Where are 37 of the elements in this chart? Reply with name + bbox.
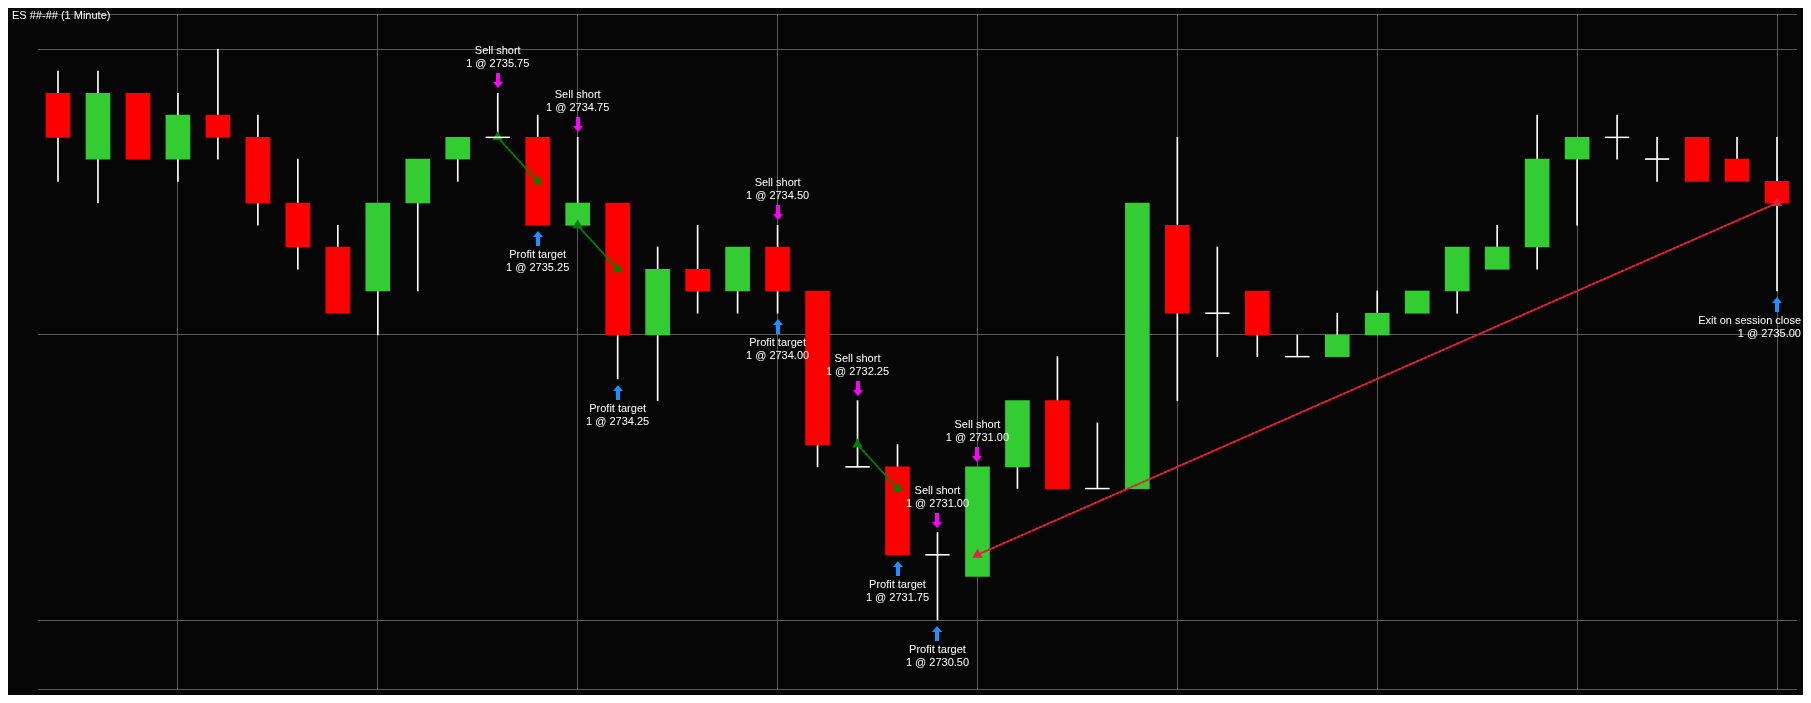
- candlestick: [165, 93, 191, 182]
- candlestick: [285, 158, 311, 270]
- candlestick: [1564, 137, 1590, 226]
- text: Profit target 1 @ 2730.50: [904, 643, 971, 670]
- candlestick: [1324, 312, 1350, 357]
- candlestick: [45, 70, 71, 182]
- annotation: Profit target 1 @ 2735.25: [505, 248, 571, 275]
- annotation: Profit target 1 @ 2731.75: [864, 577, 931, 604]
- candlestick: [205, 49, 231, 160]
- candlestick: [1724, 137, 1750, 182]
- annotation: Sell short 1 @ 2732.25: [825, 351, 890, 377]
- candlestick: [1644, 137, 1670, 182]
- candlestick: [1684, 137, 1710, 182]
- candlestick: [1244, 290, 1270, 357]
- annotation: Exit on session close 1 @ 2735.00: [1697, 313, 1801, 340]
- candlestick: [605, 202, 630, 380]
- chart-title: ES ##-## (1 Minute): [12, 9, 111, 21]
- candlestick: [245, 114, 271, 226]
- candlestick: [565, 137, 591, 226]
- candlestick: [1764, 137, 1790, 292]
- candlestick: [1484, 224, 1510, 270]
- annotation: Sell short 1 @ 2734.50: [745, 176, 811, 203]
- candlestick: [1404, 290, 1430, 314]
- annotation: Sell short 1 @ 2734.75: [545, 88, 611, 115]
- candlestick: [525, 114, 551, 226]
- candlestick: [1444, 246, 1470, 314]
- candlestick: [365, 202, 391, 336]
- candlestick: [85, 70, 111, 204]
- candlestick: [405, 158, 431, 292]
- candlestick: [445, 137, 471, 182]
- candlestick: [1364, 290, 1390, 336]
- annotation: Profit target 1 @ 2734.25: [585, 401, 651, 428]
- candlestick: [1524, 114, 1550, 270]
- candlestick: [125, 93, 151, 160]
- candlestick: [1125, 202, 1150, 489]
- candlestick: [325, 224, 351, 314]
- annotation: Sell short 1 @ 2735.75: [465, 44, 531, 71]
